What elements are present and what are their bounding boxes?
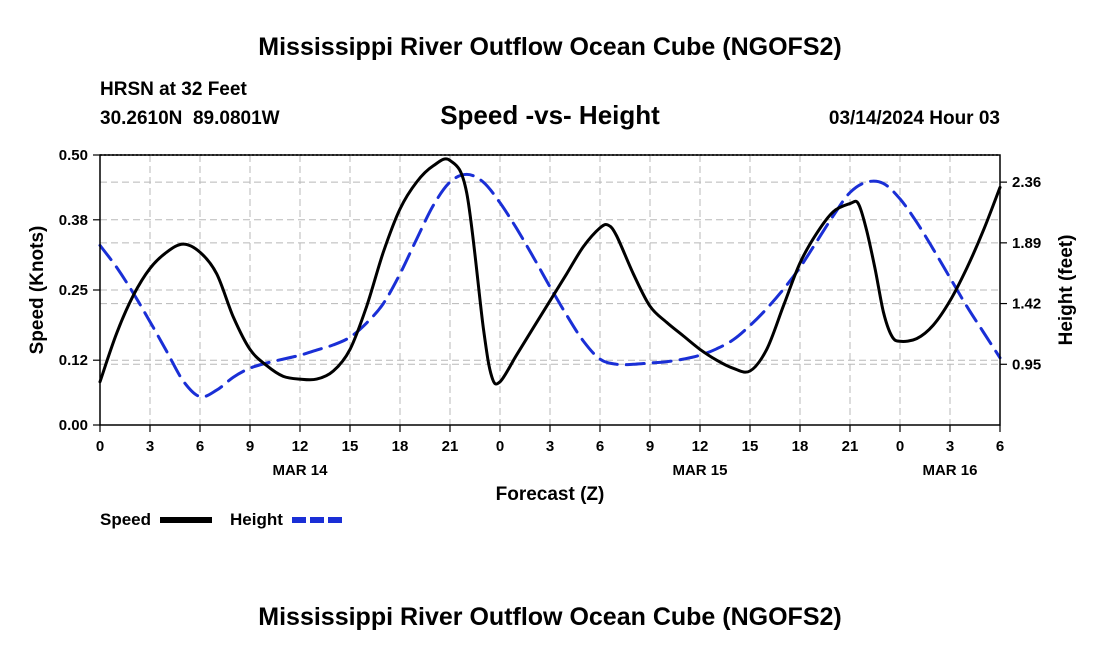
x-tick-label: 0: [96, 438, 104, 455]
x-tick-label: 18: [392, 438, 409, 455]
series-layer: [98, 157, 1002, 399]
legend-speed-label: Speed: [100, 510, 151, 529]
main-title: Mississippi River Outflow Ocean Cube (NG…: [258, 33, 841, 61]
x-tick-label: 0: [896, 438, 904, 455]
y-left-tick-label: 0.25: [59, 282, 88, 299]
x-tick-label: 18: [792, 438, 809, 455]
y-left-tick-label: 0.38: [59, 212, 88, 229]
x-tick-label: 6: [196, 438, 204, 455]
y-right-tick-label: 1.89: [1012, 235, 1041, 252]
y-left-tick-label: 0.50: [59, 147, 88, 164]
y-right-tick-label: 1.42: [1012, 296, 1041, 313]
x-tick-label: 15: [742, 438, 759, 455]
x-date-label: MAR 14: [272, 462, 328, 479]
series-line-speed: [98, 157, 1002, 386]
x-tick-label: 12: [692, 438, 709, 455]
x-date-label: MAR 15: [672, 462, 727, 479]
series-line-height: [98, 172, 1002, 399]
footer-title: Mississippi River Outflow Ocean Cube (NG…: [258, 603, 841, 631]
x-tick-label: 21: [442, 438, 459, 455]
axis-ticks: [93, 154, 1007, 432]
y-right-tick-label: 0.95: [1012, 356, 1041, 373]
station-label: HRSN at 32 Feet: [100, 79, 247, 100]
x-tick-label: 3: [546, 438, 554, 455]
legend: Speed Height: [100, 510, 342, 529]
x-tick-label: 3: [146, 438, 154, 455]
x-tick-label: 12: [292, 438, 309, 455]
x-tick-label: 6: [996, 438, 1004, 455]
datetime-label: 03/14/2024 Hour 03: [829, 108, 1000, 129]
x-tick-label: 6: [596, 438, 604, 455]
x-tick-label: 0: [496, 438, 504, 455]
x-tick-label: 9: [646, 438, 654, 455]
grid-lines: [100, 155, 1000, 425]
chart-title: Speed -vs- Height: [440, 100, 660, 130]
x-tick-label: 15: [342, 438, 359, 455]
coordinates-label: 30.2610N 89.0801W: [100, 108, 280, 129]
x-date-label: MAR 16: [922, 462, 977, 479]
x-tick-label: 9: [246, 438, 254, 455]
y-axis-left-label: Speed (Knots): [27, 226, 48, 355]
y-right-tick-label: 2.36: [1012, 174, 1041, 191]
y-left-tick-label: 0.00: [59, 417, 88, 434]
x-tick-label: 21: [842, 438, 859, 455]
y-left-tick-label: 0.12: [59, 352, 88, 369]
x-axis-label: Forecast (Z): [496, 484, 605, 505]
y-axis-right-label: Height (feet): [1056, 235, 1077, 346]
legend-height-label: Height: [230, 510, 283, 529]
x-tick-label: 3: [946, 438, 954, 455]
tick-labels: 0 3 6 9 12 15 18 21 0 3 6 9 12 15 18 21 0 3 6 MAR 14 MAR 15 M…: [59, 147, 1041, 479]
